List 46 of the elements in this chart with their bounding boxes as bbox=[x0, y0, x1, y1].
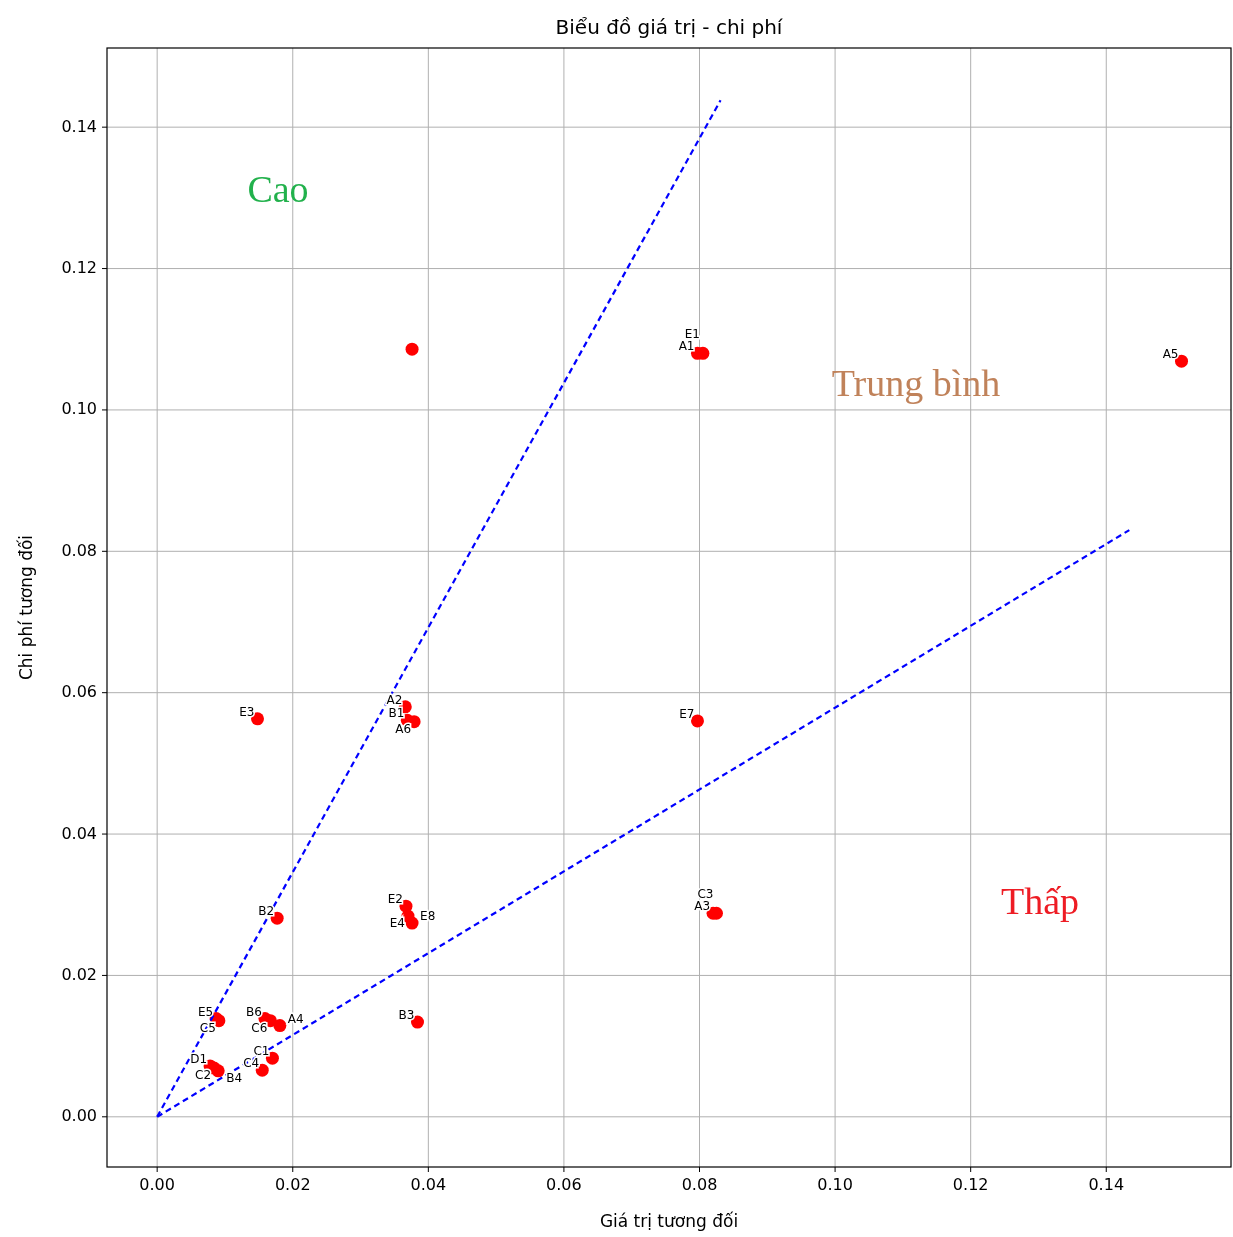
annotation: A6 bbox=[395, 721, 412, 736]
annotation: C5 bbox=[199, 1020, 216, 1035]
annotation: C2 bbox=[195, 1068, 212, 1083]
annotation: A5 bbox=[1162, 347, 1179, 362]
annotation: E8 bbox=[420, 909, 436, 924]
x-tick-label: 0.06 bbox=[546, 1175, 582, 1194]
y-tick-label: 0.14 bbox=[61, 116, 97, 136]
x-tick-label: 0.08 bbox=[681, 1175, 718, 1194]
annotation: B1 bbox=[388, 706, 405, 721]
annotation: E2 bbox=[387, 892, 403, 907]
annotation: E7 bbox=[679, 706, 695, 721]
annotation: A4 bbox=[287, 1011, 304, 1026]
y-tick-label: 0.12 bbox=[61, 258, 97, 278]
x-tick-label: 0.00 bbox=[139, 1175, 175, 1194]
annotation: C1 bbox=[253, 1044, 270, 1059]
x-axis-title: Giá trị tương đối bbox=[599, 1211, 739, 1231]
x-tick-label: 0.12 bbox=[952, 1175, 989, 1194]
y-tick-label: 0.02 bbox=[61, 964, 97, 984]
y-tick-label: 0.04 bbox=[61, 823, 97, 843]
annotation: A1 bbox=[678, 339, 695, 354]
y-axis-title: Chi phí tương đối bbox=[16, 534, 36, 681]
y-tick-label: 0.08 bbox=[61, 540, 97, 560]
annotation: D1 bbox=[190, 1051, 208, 1066]
annotation: A3 bbox=[694, 899, 711, 914]
annotation: B6 bbox=[246, 1004, 262, 1019]
annotation: Trung bình bbox=[831, 361, 1001, 404]
x-tick-label: 0.10 bbox=[817, 1175, 853, 1194]
x-tick-label: 0.04 bbox=[410, 1175, 447, 1194]
annotation: C6 bbox=[251, 1020, 268, 1035]
annotation: C3 bbox=[697, 887, 714, 902]
x-tick-label: 0.02 bbox=[274, 1175, 311, 1194]
annotation: Thấp bbox=[1000, 879, 1080, 922]
annotation: A2 bbox=[386, 692, 403, 707]
annotation: E3 bbox=[239, 704, 255, 719]
chart-title: Biểu đồ giá trị - chi phí bbox=[555, 15, 784, 39]
annotation: B2 bbox=[258, 904, 275, 919]
y-tick-label: 0.10 bbox=[61, 399, 97, 419]
y-tick-label: 0.06 bbox=[61, 682, 97, 702]
annotation: B3 bbox=[398, 1008, 415, 1023]
y-tick-label: 0.00 bbox=[61, 1106, 97, 1126]
annotation: E5 bbox=[197, 1004, 214, 1019]
annotation: E4 bbox=[389, 916, 405, 931]
x-tick-label: 0.14 bbox=[1088, 1175, 1125, 1194]
annotation: Cao bbox=[247, 167, 309, 210]
annotation: B4 bbox=[226, 1070, 243, 1085]
annotation: E1 bbox=[684, 327, 700, 342]
